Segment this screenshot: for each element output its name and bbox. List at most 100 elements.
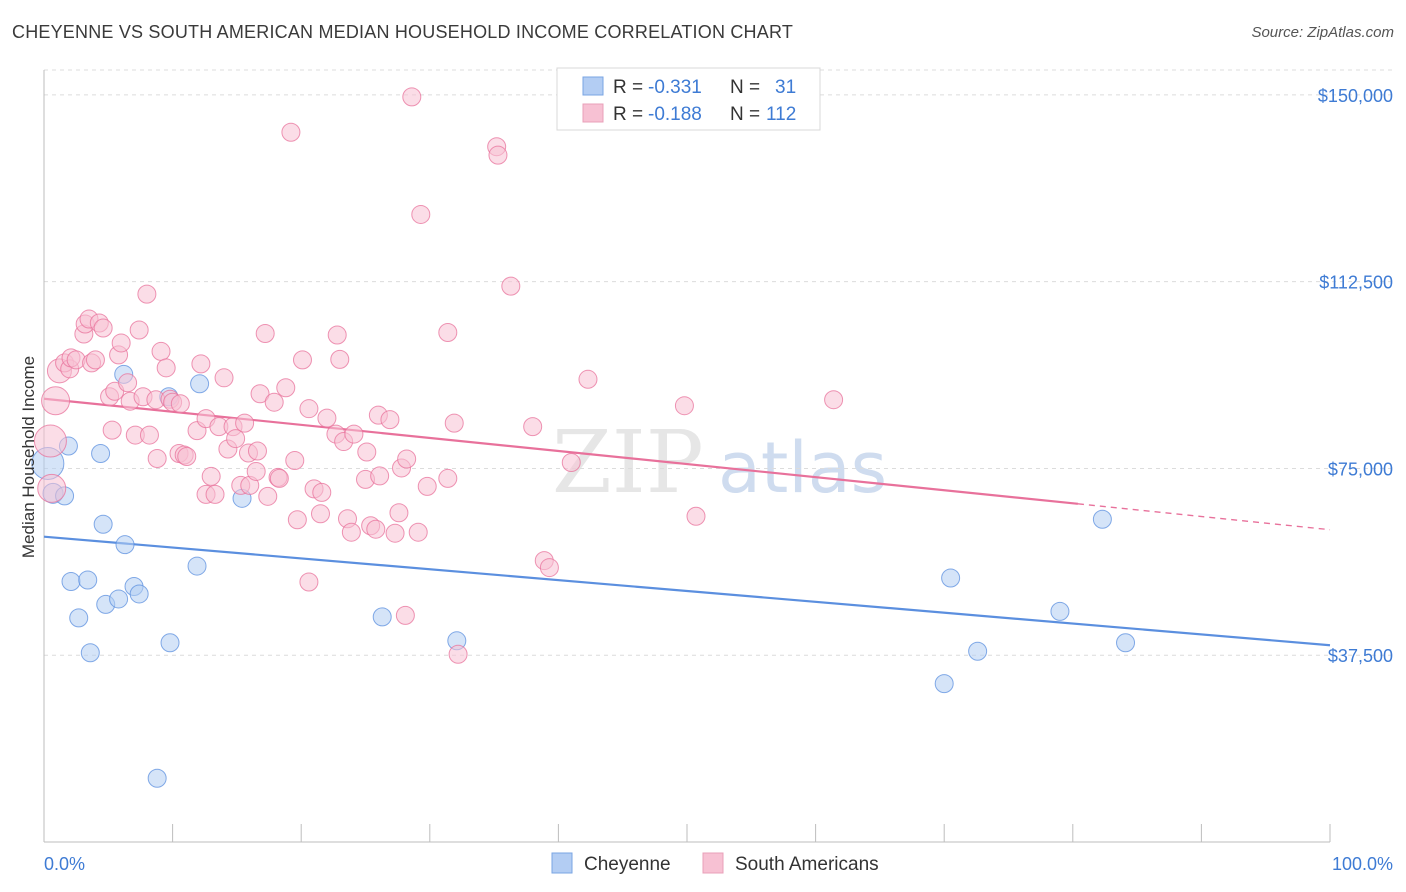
point-south-americans [344, 424, 364, 444]
point-south-americans [37, 473, 67, 503]
point-south-americans [578, 369, 598, 389]
point-south-americans [317, 408, 337, 428]
point-south-americans [276, 378, 296, 398]
point-south-americans [33, 424, 67, 458]
point-south-americans [327, 325, 347, 345]
gridlines [44, 69, 1392, 656]
trend-line-extension-south-americans [1077, 503, 1331, 531]
point-cheyenne [934, 674, 954, 694]
point-cheyenne [147, 768, 167, 788]
point-south-americans [411, 204, 431, 224]
point-south-americans [561, 452, 581, 472]
point-south-americans [147, 448, 167, 468]
legend-n-label-cheyenne: N = [730, 77, 760, 98]
point-south-americans [281, 122, 301, 142]
point-cheyenne [1050, 601, 1070, 621]
point-south-americans [191, 354, 211, 374]
point-cheyenne [129, 584, 149, 604]
point-south-americans [824, 390, 844, 410]
point-south-americans [686, 506, 706, 526]
point-south-americans [205, 484, 225, 504]
point-south-americans [539, 558, 559, 578]
point-south-americans [41, 386, 71, 416]
point-south-americans [285, 450, 305, 470]
point-south-americans [255, 323, 275, 343]
point-cheyenne [1116, 633, 1136, 653]
series-south-americans [33, 87, 844, 664]
point-cheyenne [941, 568, 961, 588]
point-south-americans [395, 605, 415, 625]
legend-swatch-south-americans [582, 103, 604, 123]
point-south-americans [488, 145, 508, 165]
point-south-americans [85, 350, 105, 370]
x-tick-label-min: 0.0% [44, 854, 85, 874]
point-cheyenne [109, 589, 129, 609]
point-south-americans [438, 468, 458, 488]
point-south-americans [674, 396, 694, 416]
y-tick-label: $37,500 [1328, 646, 1393, 666]
point-south-americans [402, 87, 422, 107]
legend-swatch-cheyenne [582, 76, 604, 96]
point-south-americans [139, 425, 159, 445]
trend-line-south-americans [43, 397, 1079, 505]
point-south-americans [111, 333, 131, 353]
point-south-americans [444, 413, 464, 433]
point-cheyenne [1092, 509, 1112, 529]
y-tick-labels: $37,500 $75,000 $112,500 $150,000 [1318, 86, 1393, 666]
point-south-americans [366, 519, 386, 539]
point-south-americans [129, 320, 149, 340]
point-south-americans [312, 482, 332, 502]
point-south-americans [247, 441, 267, 461]
point-south-americans [448, 644, 468, 664]
point-south-americans [523, 417, 543, 437]
point-cheyenne [93, 514, 113, 534]
bottom-legend-label-south-americans: South Americans [735, 854, 879, 875]
point-south-americans [299, 399, 319, 419]
point-south-americans [264, 392, 284, 412]
trend-lines [43, 397, 1331, 647]
point-cheyenne [61, 572, 81, 592]
point-south-americans [66, 350, 86, 370]
point-south-americans [118, 373, 138, 393]
stats-legend: R = -0.331 N = 31 R = -0.188 N = 112 [556, 67, 821, 131]
point-south-americans [380, 410, 400, 430]
point-south-americans [330, 349, 350, 369]
y-tick-label: $112,500 [1319, 273, 1393, 293]
chart-title: CHEYENNE VS SOUTH AMERICAN MEDIAN HOUSEH… [12, 22, 794, 42]
point-south-americans [357, 442, 377, 462]
source-credit: Source: ZipAtlas.com [1251, 24, 1394, 41]
bottom-legend-label-cheyenne: Cheyenne [584, 854, 671, 875]
point-cheyenne [968, 641, 988, 661]
point-south-americans [226, 429, 246, 449]
point-south-americans [385, 523, 405, 543]
y-tick-label: $150,000 [1318, 86, 1393, 106]
legend-r-label-south-americans: R = [613, 104, 643, 125]
x-tick-labels: 0.0% 100.0% [44, 854, 1393, 874]
point-cheyenne [69, 608, 89, 628]
point-south-americans [417, 476, 437, 496]
point-cheyenne [372, 607, 392, 627]
data-points [31, 87, 1136, 788]
legend-r-label-cheyenne: R = [613, 77, 643, 98]
point-south-americans [269, 468, 289, 488]
point-south-americans [501, 276, 521, 296]
legend-n-value-south-americans: 112 [766, 104, 796, 125]
point-south-americans [201, 466, 221, 486]
point-south-americans [170, 394, 190, 414]
series-cheyenne [31, 364, 1136, 788]
y-axis-label: Median Household Income [19, 356, 38, 558]
point-south-americans [177, 446, 197, 466]
point-south-americans [292, 350, 312, 370]
point-south-americans [102, 420, 122, 440]
point-cheyenne [160, 633, 180, 653]
legend-n-label-south-americans: N = [730, 104, 760, 125]
point-cheyenne [190, 374, 210, 394]
point-cheyenne [91, 444, 111, 464]
point-south-americans [438, 322, 458, 342]
point-south-americans [250, 384, 270, 404]
point-south-americans [137, 284, 157, 304]
point-south-americans [341, 522, 361, 542]
point-south-americans [408, 522, 428, 542]
point-south-americans [397, 449, 417, 469]
